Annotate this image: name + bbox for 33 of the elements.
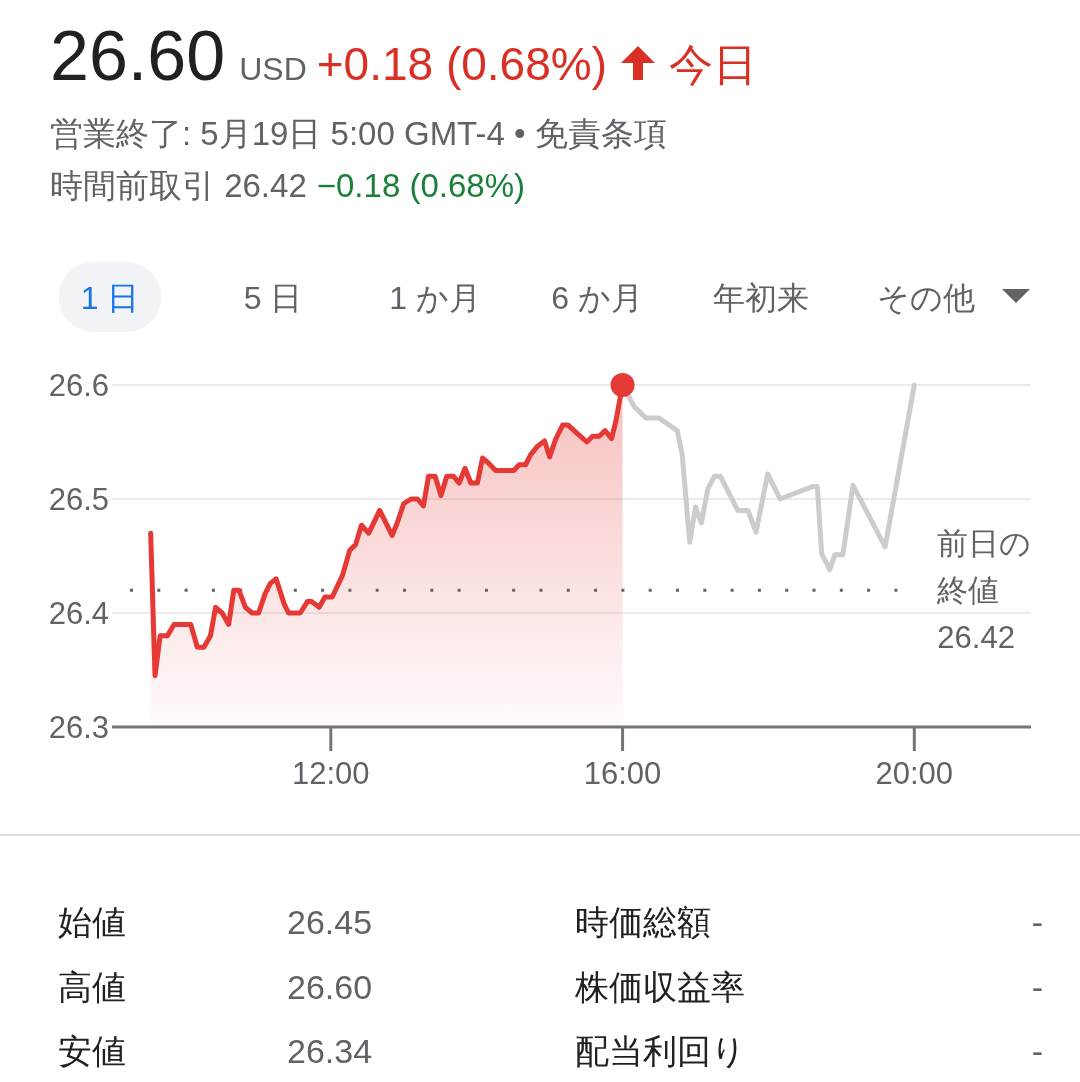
market-status: 営業終了: 5月19日 5:00 GMT-4 • 免責条項: [50, 115, 667, 152]
y-tick-label: 26.6: [48, 368, 109, 403]
stat-value: 26.60: [287, 968, 373, 1006]
x-tick-label: 16:00: [583, 756, 662, 791]
tab-label: 1 日: [80, 280, 140, 316]
tab-label: 年初来: [713, 280, 809, 316]
tab-label: 1 か月: [389, 280, 481, 316]
y-tick-label: 26.5: [48, 482, 109, 517]
y-tick-label: 26.3: [48, 710, 109, 745]
stat-value: -: [1031, 903, 1043, 941]
stat-value: -: [1031, 968, 1043, 1006]
price: 26.60: [50, 17, 226, 95]
premarket-price: 時間前取引 26.42: [50, 167, 307, 204]
tab-label: 5 日: [243, 280, 303, 316]
premarket-change: −0.18 (0.68%): [316, 167, 525, 204]
stat-label: 安値: [58, 1032, 126, 1070]
stat-label: 時価総額: [575, 903, 711, 941]
stat-label: 高値: [58, 968, 126, 1006]
stat-label: 始値: [58, 903, 126, 941]
ref-line-label: 前日の終値 26.42: [937, 526, 1032, 656]
tab-label: その他: [877, 280, 975, 316]
change: +0.18 (0.68%): [316, 38, 607, 90]
stat-value: 26.45: [287, 903, 373, 941]
stat-value: 26.34: [287, 1032, 373, 1070]
stat-value: -: [1031, 1032, 1043, 1070]
tab-label: 6 か月: [551, 280, 643, 316]
currency: USD: [239, 51, 307, 87]
x-tick-label: 12:00: [292, 756, 370, 791]
y-tick-label: 26.4: [48, 596, 109, 631]
stat-label: 配当利回り: [575, 1032, 746, 1070]
period: 今日: [669, 40, 757, 89]
stat-label: 株価収益率: [575, 968, 745, 1006]
x-tick-label: 20:00: [875, 756, 954, 791]
